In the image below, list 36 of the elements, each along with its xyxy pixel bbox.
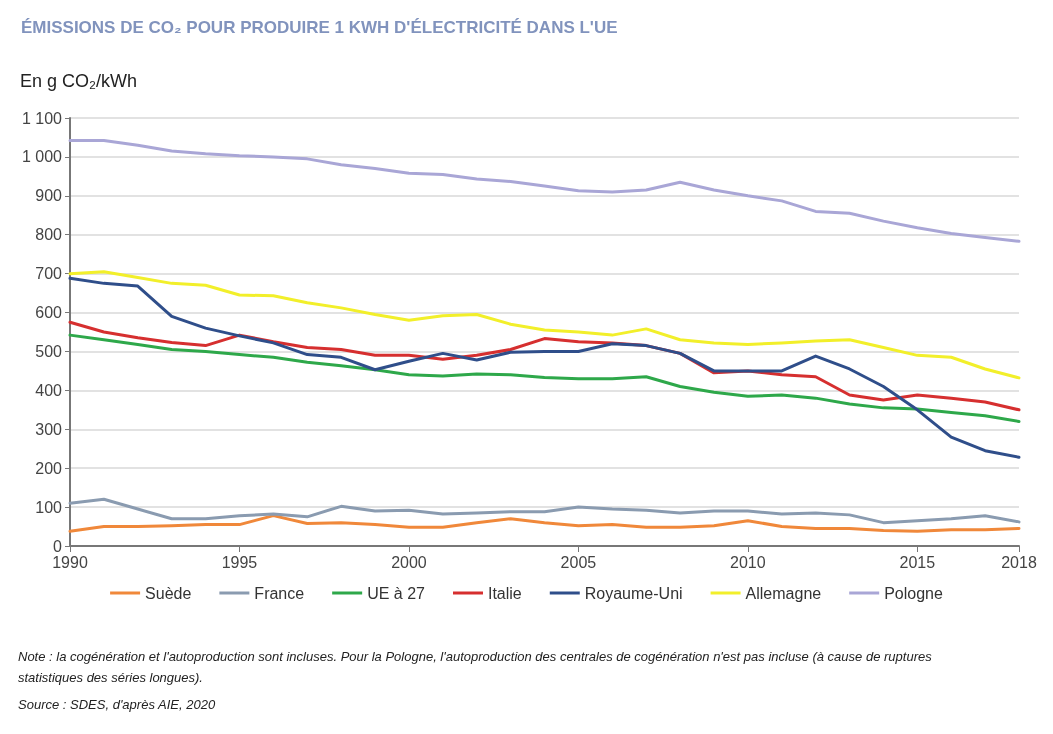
line-series <box>68 270 1021 380</box>
y-tick-label: 800 <box>35 226 63 244</box>
y-tick-label: 400 <box>35 381 63 399</box>
x-tick-label: 2000 <box>391 553 427 571</box>
x-tick-label: 2005 <box>560 553 597 571</box>
y-tick-label: 1 000 <box>21 148 63 166</box>
legend-label: Royaume-Uni <box>584 584 683 602</box>
line-series <box>68 139 1021 243</box>
x-tick-label: 2018 <box>1001 553 1037 571</box>
chart-title: ÉMISSIONS DE CO₂ POUR PRODUIRE 1 KWH D'ÉLECTRICITÉ DANS L'UE <box>21 18 618 37</box>
line-series <box>68 333 1021 423</box>
line-series <box>68 497 1021 525</box>
line-series <box>68 514 1021 533</box>
y-tick-label: 700 <box>35 265 63 283</box>
y-tick-label: 200 <box>35 459 63 477</box>
y-tick-label: 300 <box>35 420 63 438</box>
legend-label: UE à 27 <box>367 584 426 602</box>
x-tick-label: 2015 <box>899 553 936 571</box>
legend-label: Suède <box>145 584 192 602</box>
legend-label: Italie <box>487 584 522 602</box>
x-tick-label: 1990 <box>52 553 88 571</box>
y-tick-label: 900 <box>35 187 63 205</box>
x-tick-label: 1995 <box>221 553 258 571</box>
y-axis-title: En g CO₂/kWh <box>20 71 138 91</box>
source-note: Source : SDES, d'après AIE, 2020 <box>18 697 216 712</box>
legend-label: Allemagne <box>745 584 822 602</box>
y-tick-label: 500 <box>35 342 63 360</box>
x-tick-label: 2010 <box>730 553 766 571</box>
line-series <box>68 276 1021 459</box>
y-tick-label: 600 <box>35 304 63 322</box>
legend-label: France <box>254 584 305 602</box>
legend-label: Pologne <box>884 584 943 602</box>
text: Note : la cogénération et l'autoproduction sont incluses. Pour la Pologne, l'autoproduction des centrales de cogénération n'est pas incluse (à cause de ruptures statistiques des séries longues). <box>18 649 936 685</box>
y-tick-label: 0 <box>53 537 63 555</box>
y-tick-label: 100 <box>35 498 63 516</box>
y-tick-label: 1 100 <box>21 109 63 127</box>
